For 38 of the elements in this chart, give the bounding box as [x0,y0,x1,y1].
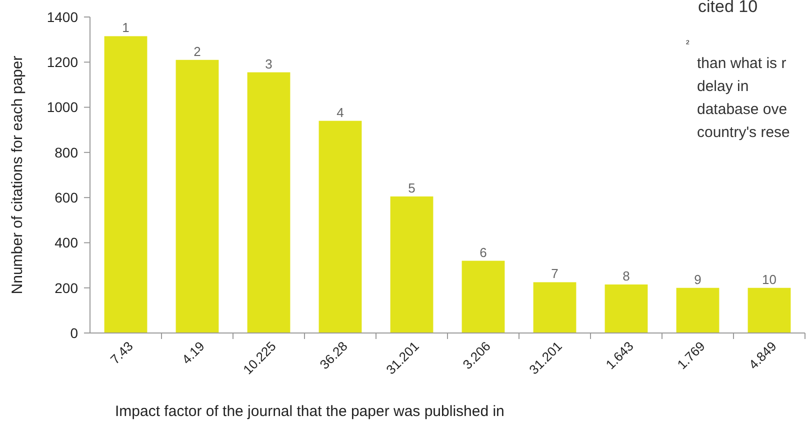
x-axis-title: Impact factor of the journal that the paper was published in [115,403,504,420]
annotation: database ove [697,101,788,118]
annotation: 1 [122,20,130,36]
annotation: delay in [697,78,749,95]
annotation: 3 [265,56,272,72]
annotation: 2 [194,44,201,59]
bar [390,196,434,333]
y-tick-label: 400 [54,234,78,251]
annotation: 5 [408,180,416,196]
annotation: country's rese [697,124,790,141]
bar [533,282,576,333]
bar [604,284,648,333]
y-tick-label: 600 [54,189,78,206]
y-tick-label: 0 [70,324,78,341]
bar [104,36,148,333]
annotation: 8 [622,268,630,284]
bar [176,60,219,333]
annotation: 7 [551,266,558,282]
x-tick-label: 4.19 [178,338,208,368]
y-tick-label: 800 [54,144,78,160]
x-tick-label: 7.43 [107,338,136,368]
bar [318,120,362,333]
annotation: 9 [694,272,702,287]
y-tick-label: 1000 [46,99,78,116]
text: cited 10 [698,0,758,16]
bar [247,72,290,333]
annotation: 4 [336,104,344,120]
bar [676,288,720,333]
annotation: ² [686,39,690,50]
annotation: than what is r [697,55,786,72]
bar [748,288,791,333]
annotation: 10 [762,272,776,287]
y-tick-label: 1200 [46,54,78,70]
y-axis-title: Nnumber of citations for each paper [9,56,26,294]
y-tick-label: 200 [54,280,78,296]
annotation: 6 [480,244,487,260]
y-tick-label: 1400 [46,8,78,25]
bar [462,260,505,333]
